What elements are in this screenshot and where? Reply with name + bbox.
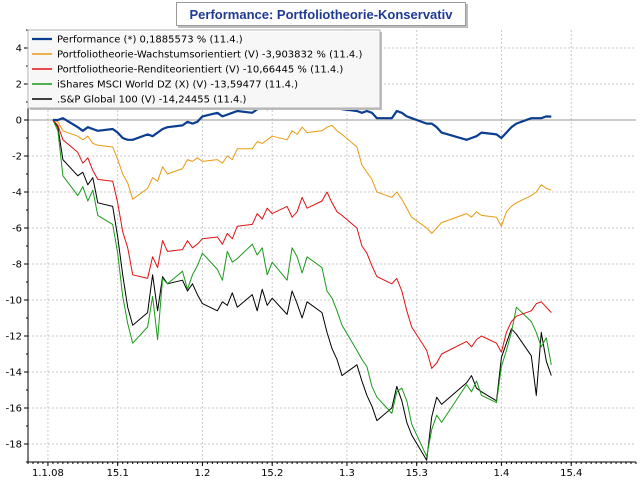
- y-tick-label: -14: [6, 368, 22, 379]
- y-tick-label: -12: [6, 332, 22, 343]
- series-line-3: [52, 119, 552, 458]
- chart-title: Performance: Portfoliotheorie-Konservati…: [176, 2, 466, 26]
- grid: [28, 30, 636, 462]
- series-line-4: [52, 119, 552, 461]
- y-tick-label: -4: [12, 188, 22, 199]
- legend-entry: Performance (*) 0,1885573 % (11.4.): [57, 35, 243, 46]
- axes: 4 2 0 -2 -4 -6 -8 -10 -12 -14 -16 -18 1.1.08 15.1 1.2 1…: [6, 29, 637, 479]
- x-tick-label: 1.1.08: [32, 468, 64, 479]
- series-line-1: [52, 119, 552, 234]
- x-tick-label: 15.2: [261, 468, 283, 479]
- y-tick-label: -8: [12, 260, 22, 271]
- y-tick-label: -18: [6, 440, 22, 451]
- x-tick-label: 15.1: [107, 468, 129, 479]
- x-tick-label: 1.4: [493, 468, 509, 479]
- y-tick-label: -2: [12, 152, 22, 163]
- legend-box: [27, 29, 381, 109]
- x-tick-label: 1.3: [339, 468, 355, 479]
- y-tick-label: -6: [12, 224, 22, 235]
- y-tick-label: -10: [6, 296, 22, 307]
- series-line-2: [52, 119, 552, 369]
- x-tick-label: 15.4: [560, 468, 582, 479]
- legend-entry: Portfoliotheorie-Renditeorientiert (V) -…: [57, 65, 343, 76]
- y-tick-label: -16: [6, 404, 22, 415]
- series-lines: [52, 102, 552, 461]
- legend-entry: .S&P Global 100 (V) -14,24455 (11.4.): [57, 95, 247, 106]
- y-tick-label: 2: [16, 80, 22, 91]
- legend-entry: Portfoliotheorie-Wachstumsorientiert (V)…: [57, 50, 362, 61]
- legend-entry: iShares MSCI World DZ (X) (V) -13,59477 …: [57, 80, 298, 91]
- legend: Performance (*) 0,1885573 % (11.4.) Portf…: [27, 29, 382, 110]
- y-tick-label: 0: [16, 116, 22, 127]
- x-tick-label: 15.3: [406, 468, 428, 479]
- x-tick-label: 1.2: [194, 468, 210, 479]
- y-tick-label: 4: [16, 44, 22, 55]
